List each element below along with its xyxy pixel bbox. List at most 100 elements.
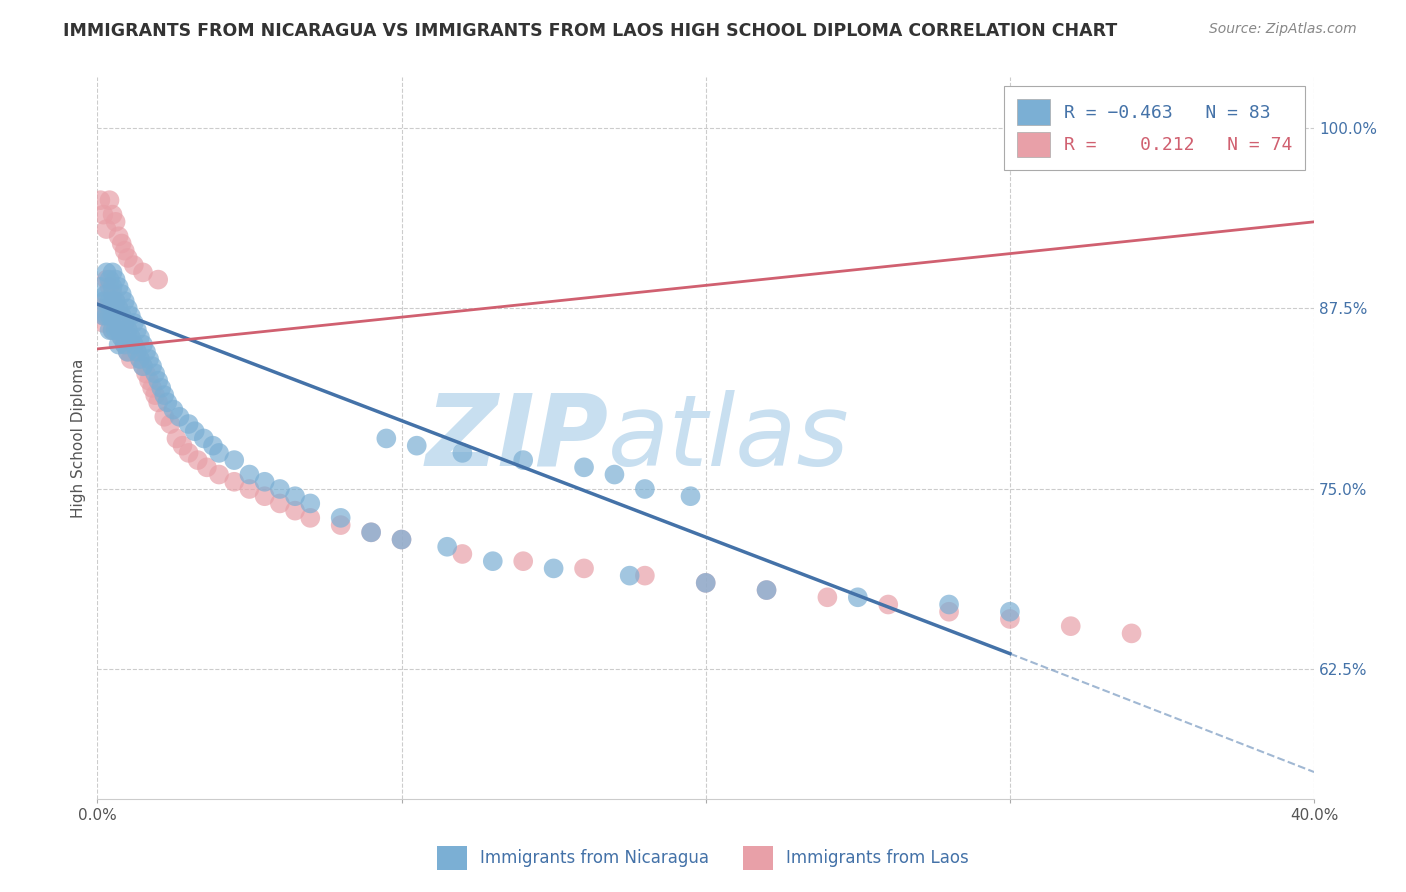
- Point: [208, 446, 231, 460]
- Point: [93, 294, 115, 309]
- Point: [998, 605, 1021, 619]
- Point: [224, 475, 246, 489]
- Text: atlas: atlas: [609, 390, 851, 487]
- Point: [481, 554, 503, 568]
- Point: [815, 591, 838, 605]
- Point: [208, 467, 231, 482]
- Point: [253, 475, 276, 489]
- Point: [98, 193, 121, 207]
- Point: [846, 591, 869, 605]
- Point: [299, 511, 322, 525]
- Point: [1121, 626, 1143, 640]
- Point: [111, 330, 134, 344]
- Point: [156, 395, 179, 409]
- Point: [153, 388, 176, 402]
- Point: [755, 583, 778, 598]
- Point: [138, 374, 160, 388]
- Point: [111, 309, 134, 323]
- Point: [451, 547, 474, 561]
- Point: [93, 208, 115, 222]
- Point: [195, 460, 218, 475]
- Point: [125, 344, 148, 359]
- Point: [619, 568, 641, 582]
- Point: [114, 294, 136, 309]
- Point: [159, 417, 181, 431]
- Point: [141, 359, 163, 374]
- Point: [634, 482, 657, 496]
- Point: [107, 323, 129, 337]
- Point: [101, 323, 124, 337]
- Point: [1060, 619, 1083, 633]
- Point: [96, 222, 118, 236]
- Point: [177, 446, 200, 460]
- Point: [114, 316, 136, 330]
- Point: [329, 518, 352, 533]
- Point: [269, 496, 291, 510]
- Point: [96, 265, 118, 279]
- Legend: R = −0.463   N = 83, R =    0.212   N = 74: R = −0.463 N = 83, R = 0.212 N = 74: [1004, 87, 1305, 170]
- Point: [101, 309, 124, 323]
- Point: [117, 323, 139, 337]
- Point: [117, 344, 139, 359]
- Point: [153, 409, 176, 424]
- Point: [96, 287, 118, 301]
- Point: [143, 367, 166, 381]
- Point: [360, 525, 382, 540]
- Point: [183, 424, 205, 438]
- Point: [695, 575, 717, 590]
- Y-axis label: High School Diploma: High School Diploma: [72, 359, 86, 518]
- Point: [104, 316, 127, 330]
- Point: [122, 337, 145, 351]
- Point: [93, 309, 115, 323]
- Point: [111, 330, 134, 344]
- Point: [436, 540, 458, 554]
- Point: [111, 236, 134, 251]
- Point: [120, 309, 142, 323]
- Point: [938, 598, 960, 612]
- Point: [129, 351, 152, 366]
- Point: [125, 344, 148, 359]
- Point: [98, 272, 121, 286]
- Point: [114, 337, 136, 351]
- Point: [135, 344, 157, 359]
- Point: [148, 374, 170, 388]
- Point: [169, 409, 191, 424]
- Point: [114, 316, 136, 330]
- Point: [89, 301, 111, 316]
- Point: [187, 453, 209, 467]
- Point: [284, 503, 307, 517]
- Point: [122, 258, 145, 272]
- Point: [391, 533, 413, 547]
- Point: [162, 402, 184, 417]
- Point: [104, 294, 127, 309]
- Point: [224, 453, 246, 467]
- Point: [98, 301, 121, 316]
- Point: [96, 272, 118, 286]
- Point: [238, 467, 260, 482]
- Point: [107, 301, 129, 316]
- Point: [679, 489, 702, 503]
- Point: [98, 280, 121, 294]
- Point: [101, 208, 124, 222]
- Point: [89, 193, 111, 207]
- Point: [329, 511, 352, 525]
- Point: [172, 439, 194, 453]
- Point: [603, 467, 626, 482]
- Point: [877, 598, 900, 612]
- Point: [201, 439, 224, 453]
- Point: [89, 280, 111, 294]
- Point: [360, 525, 382, 540]
- Point: [101, 287, 124, 301]
- Point: [405, 439, 427, 453]
- Point: [104, 272, 127, 286]
- Point: [391, 533, 413, 547]
- Point: [512, 554, 534, 568]
- Point: [125, 323, 148, 337]
- Point: [253, 489, 276, 503]
- Point: [107, 323, 129, 337]
- Point: [122, 316, 145, 330]
- Point: [284, 489, 307, 503]
- Point: [193, 432, 215, 446]
- Point: [132, 337, 155, 351]
- Point: [148, 395, 170, 409]
